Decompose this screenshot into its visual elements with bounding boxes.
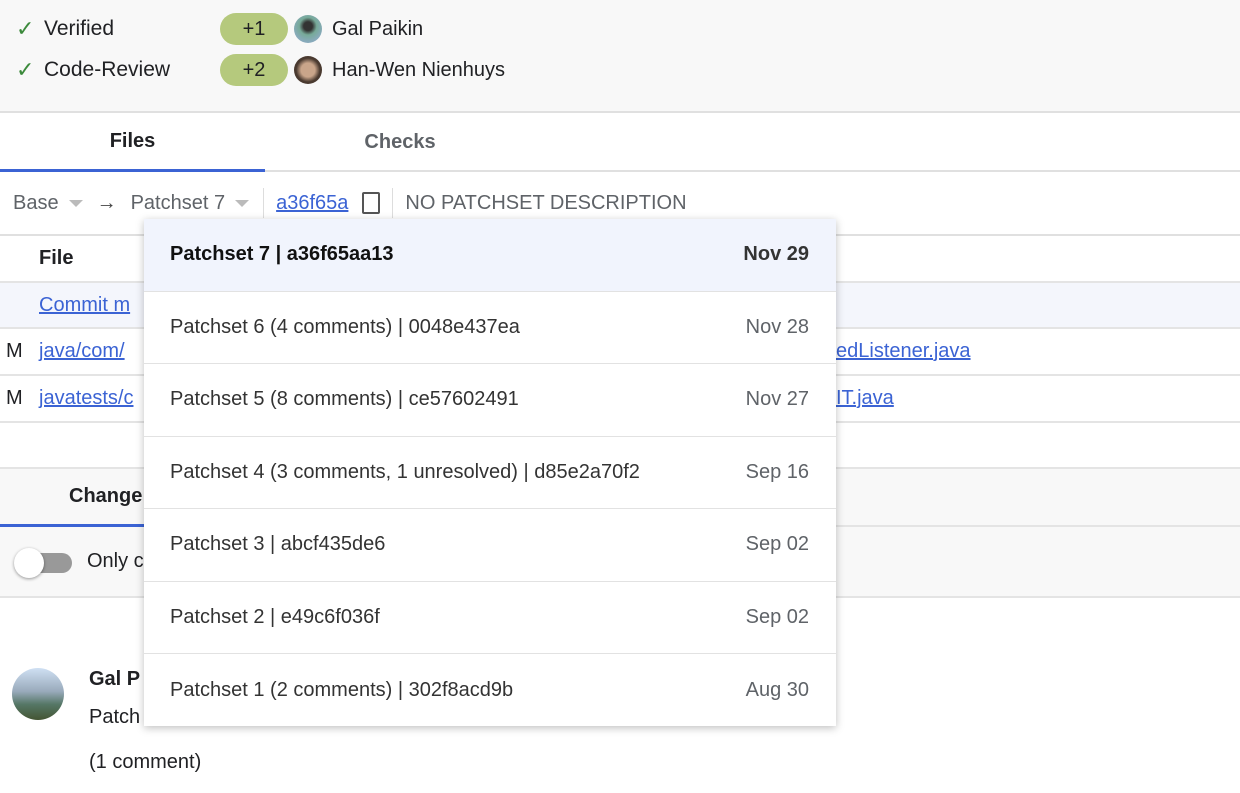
check-icon: ✓	[16, 57, 35, 82]
divider	[263, 188, 265, 218]
dropdown-item[interactable]: Patchset 6 (4 comments) | 0048e437ea Nov …	[144, 292, 836, 364]
only-comments-toggle[interactable]	[14, 548, 74, 578]
file-link-end[interactable]: edListener.java	[836, 340, 971, 362]
toggle-label: Only c	[87, 550, 144, 572]
patchset-description: NO PATCHSET DESCRIPTION	[405, 191, 687, 214]
file-link[interactable]: java/com/	[39, 340, 125, 362]
dropdown-arrow-icon[interactable]	[235, 199, 250, 207]
tab-checks[interactable]: Checks	[364, 131, 436, 153]
tab-changes[interactable]: Change	[0, 469, 160, 527]
file-column-header: File	[39, 247, 74, 269]
file-status: M	[6, 340, 23, 362]
labels-section: ✓ Verified +1 Gal Paikin ✓ Code-Review +…	[0, 0, 1240, 113]
dropdown-item[interactable]: Patchset 1 (2 comments) | 302f8acd9b Aug …	[170, 678, 809, 701]
dropdown-arrow-icon[interactable]	[68, 199, 83, 207]
reviewer-name[interactable]: Han-Wen Nienhuys	[332, 58, 506, 81]
commit-link[interactable]: a36f65a	[276, 191, 349, 214]
dropdown-item[interactable]: Patchset 4 (3 comments, 1 unresolved) | …	[144, 437, 836, 509]
message-comment-count[interactable]: (1 comment)	[89, 751, 202, 773]
dropdown-item[interactable]: Patchset 7 | a36f65aa13 Nov 29	[144, 219, 836, 292]
dropdown-item[interactable]: Patchset 3 | abcf435de6 Sep 02	[144, 509, 836, 582]
base-select[interactable]: Base	[13, 191, 59, 214]
arrow-icon: →	[96, 191, 117, 214]
avatar	[294, 56, 322, 84]
reviewer-name[interactable]: Gal Paikin	[332, 17, 424, 40]
avatar	[12, 668, 64, 720]
label-verified: ✓ Verified +1 Gal Paikin	[16, 12, 423, 46]
message-author[interactable]: Gal P	[89, 668, 141, 690]
patchset-dropdown: Patchset 7 | a36f65aa13 Nov 29 Patchset 6…	[144, 219, 836, 726]
label-name: Code-Review	[44, 58, 171, 81]
patchset-select[interactable]: Patchset 7	[130, 191, 226, 214]
tab-files[interactable]: Files	[0, 113, 265, 172]
vote-chip[interactable]: +2	[220, 54, 288, 86]
file-link-end[interactable]: IT.java	[836, 387, 894, 409]
file-link[interactable]: javatests/c	[39, 387, 134, 409]
label-name: Verified	[44, 17, 115, 40]
dropdown-item[interactable]: Patchset 5 (8 comments) | ce57602491 Nov …	[144, 364, 836, 437]
copy-icon[interactable]	[362, 192, 381, 214]
divider	[392, 188, 394, 218]
file-status: M	[6, 387, 23, 409]
vote-chip[interactable]: +1	[220, 13, 288, 45]
dropdown-item[interactable]: Patchset 2 | e49c6f036f Sep 02	[144, 582, 836, 654]
message-text: Patch	[89, 706, 141, 728]
avatar	[294, 15, 322, 43]
check-icon: ✓	[16, 16, 35, 41]
label-code-review: ✓ Code-Review +2 Han-Wen Nienhuys	[16, 53, 505, 87]
commit-message-link[interactable]: Commit m	[39, 293, 131, 316]
tab-bar: Files Checks	[0, 113, 1240, 172]
